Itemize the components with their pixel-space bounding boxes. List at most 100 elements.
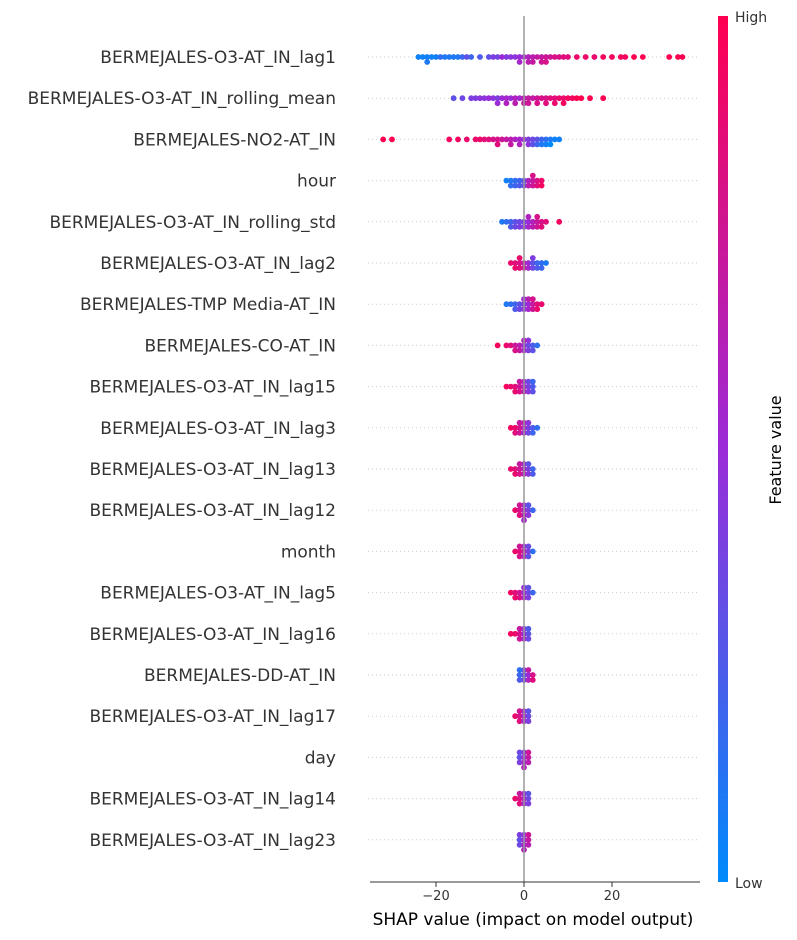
shap-point	[525, 667, 532, 673]
shap-point	[428, 54, 435, 60]
shap-point	[516, 141, 523, 148]
shap-point	[525, 461, 532, 467]
shap-point	[525, 672, 532, 678]
shap-point	[512, 507, 519, 514]
shap-point	[516, 677, 523, 683]
shap-point	[516, 708, 523, 715]
shap-point	[516, 625, 523, 632]
shap-point	[415, 54, 422, 60]
shap-point	[481, 95, 488, 102]
shap-point	[547, 95, 554, 102]
shap-point	[516, 177, 523, 184]
shap-point	[560, 95, 567, 102]
shap-point	[547, 136, 554, 143]
shap-point	[525, 378, 532, 385]
shap-point	[516, 512, 523, 519]
shap-point	[512, 548, 519, 555]
shap-point	[494, 100, 501, 107]
feature-label: BERMEJALES-O3-AT_IN_lag14	[89, 790, 336, 810]
shap-point	[538, 95, 545, 102]
shap-point	[525, 507, 532, 514]
shap-point	[543, 59, 549, 65]
shap-point	[455, 136, 461, 143]
shap-point	[516, 301, 523, 308]
shap-point	[529, 182, 536, 189]
shap-point	[529, 301, 536, 308]
shap-point	[525, 218, 532, 225]
shap-point	[534, 260, 541, 266]
shap-point	[525, 841, 532, 848]
shap-point	[503, 342, 510, 349]
shap-point	[525, 548, 532, 555]
shap-point	[507, 630, 514, 637]
shap-point	[507, 95, 514, 102]
shap-point	[490, 54, 497, 60]
shap-point	[516, 635, 523, 642]
shap-point	[503, 54, 510, 60]
shap-point	[529, 383, 536, 390]
shap-point	[516, 672, 523, 678]
shap-point	[503, 100, 510, 107]
shap-point	[525, 836, 532, 843]
shap-point	[507, 223, 514, 230]
shap-point	[512, 471, 519, 477]
shap-point	[538, 301, 545, 308]
shap-point	[622, 54, 629, 60]
shap-point	[600, 95, 607, 102]
shap-point	[446, 136, 453, 143]
shap-point	[525, 337, 532, 344]
shap-point	[512, 136, 519, 143]
shap-point	[529, 507, 536, 514]
shap-point	[529, 296, 536, 303]
shap-point	[525, 177, 532, 184]
shap-point	[485, 136, 492, 143]
shap-point	[529, 342, 536, 349]
shap-point	[573, 95, 580, 102]
feature-label: BERMEJALES-O3-AT_IN_rolling_mean	[28, 89, 336, 109]
feature-label: day	[305, 748, 336, 768]
shap-point	[560, 100, 567, 107]
shap-point	[529, 218, 536, 225]
shap-point	[499, 136, 505, 143]
shap-point	[516, 136, 523, 143]
shap-point	[516, 419, 523, 426]
x-axis-label: SHAP value (impact on model output)	[373, 910, 694, 930]
feature-label: BERMEJALES-TMP Media-AT_IN	[80, 295, 336, 315]
shap-point	[538, 59, 545, 65]
shap-point	[547, 54, 554, 60]
colorbar: High Low Feature value	[718, 10, 785, 892]
shap-point	[529, 260, 536, 266]
shap-point	[516, 718, 523, 725]
shap-point	[525, 223, 532, 230]
colorbar-gradient	[718, 16, 728, 882]
shap-point	[525, 213, 532, 220]
shap-point	[525, 502, 532, 509]
shap-point	[538, 141, 545, 148]
shap-point	[516, 795, 523, 802]
shap-point	[529, 378, 536, 385]
feature-label: BERMEJALES-O3-AT_IN_rolling_std	[49, 213, 336, 233]
shap-point	[516, 754, 523, 761]
feature-label: BERMEJALES-O3-AT_IN_lag5	[100, 584, 336, 604]
shap-point	[556, 136, 563, 143]
shap-point	[543, 95, 549, 102]
shap-point	[494, 54, 501, 60]
shap-point	[556, 54, 563, 60]
shap-point	[551, 54, 558, 60]
shap-point	[679, 54, 686, 60]
shap-point	[512, 95, 519, 102]
shap-point	[512, 54, 519, 60]
shap-point	[503, 301, 510, 308]
shap-point	[463, 54, 470, 60]
shap-point	[529, 548, 536, 555]
shap-point	[516, 383, 523, 390]
shap-point	[534, 54, 541, 60]
shap-point	[516, 466, 523, 472]
shap-point	[437, 54, 444, 60]
shap-point	[529, 672, 536, 678]
shap-point	[525, 301, 532, 308]
shap-point	[556, 218, 563, 225]
shap-point	[529, 59, 536, 65]
shap-point	[512, 223, 519, 230]
shap-point	[582, 54, 589, 60]
